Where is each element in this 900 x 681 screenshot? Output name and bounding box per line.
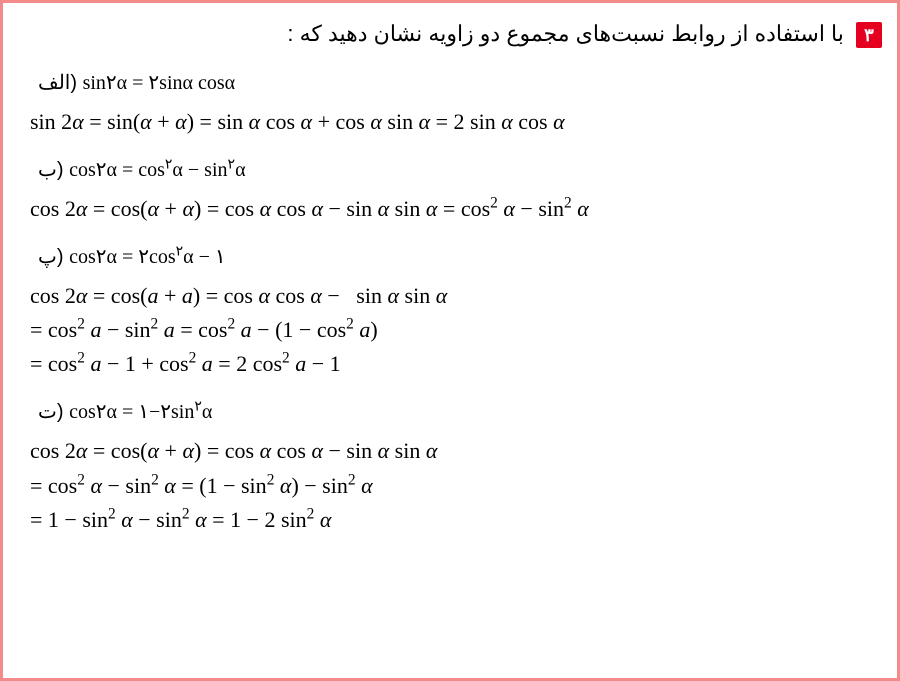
- part-alef-identity: sin۲α = ۲sinα cosα: [83, 72, 236, 94]
- part-te-solution: cos 2α = cos(α + α) = cos α cos α − sin …: [18, 434, 882, 536]
- document-container: ۳ با استفاده از روابط نسبت‌های مجموع دو …: [0, 0, 900, 681]
- part-pe-solution: cos 2α = cos(a + a) = cos α cos α − sin …: [18, 279, 882, 381]
- question-number-badge: ۳: [856, 22, 882, 48]
- part-pe-identity: cos۲α = ۲cos۲α − ۱: [69, 246, 226, 268]
- question-text: با استفاده از روابط نسبت‌های مجموع دو زا…: [287, 21, 844, 46]
- question-header: ۳ با استفاده از روابط نسبت‌های مجموع دو …: [18, 21, 882, 48]
- part-alef-solution: sin 2α = sin(α + α) = sin α cos α + cos …: [18, 105, 882, 139]
- part-be-solution: cos 2α = cos(α + α) = cos α cos α − sin …: [18, 192, 882, 226]
- part-be-label: ب) cos۲α = cos۲α − sin۲α: [18, 157, 882, 182]
- part-alef-label: الف) sin۲α = ۲sinα cosα: [18, 70, 882, 95]
- part-pe-label: پ) cos۲α = ۲cos۲α − ۱: [18, 244, 882, 269]
- part-be-identity: cos۲α = cos۲α − sin۲α: [69, 159, 245, 181]
- part-te-identity: cos۲α = ۱−۲sin۲α: [69, 401, 212, 423]
- part-te-label: ت) cos۲α = ۱−۲sin۲α: [18, 399, 882, 424]
